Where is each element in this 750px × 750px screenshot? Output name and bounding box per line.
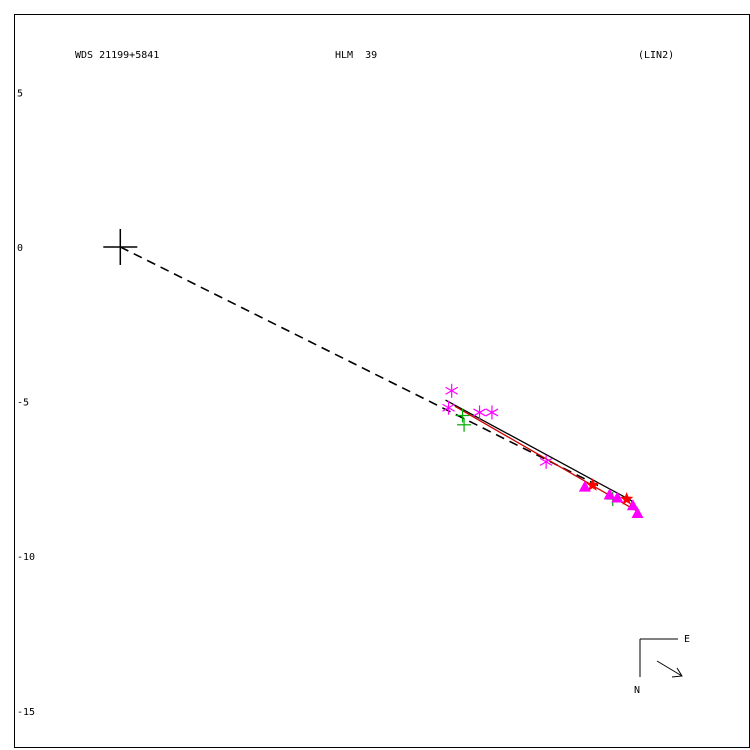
header-center: HLM 39 xyxy=(335,50,377,61)
asterisk-point xyxy=(442,400,455,415)
asterisk-point xyxy=(485,405,499,420)
motion-arrowhead xyxy=(671,667,683,678)
triangle-point xyxy=(603,488,616,500)
orbit-lines xyxy=(119,246,640,515)
triangle-point xyxy=(578,480,591,492)
star-point xyxy=(585,478,600,491)
asterisk-point xyxy=(473,405,486,420)
y-tick-label: -10 xyxy=(17,552,35,563)
triangle-point xyxy=(611,491,624,503)
asterisk-stroke xyxy=(485,408,499,417)
plus-point xyxy=(455,408,470,423)
triangle-shape xyxy=(626,499,639,511)
primary-star-marker xyxy=(103,228,138,265)
triangle-shape xyxy=(611,491,624,503)
triangle-point xyxy=(631,506,644,518)
y-tick-label: 0 xyxy=(17,243,23,254)
star-point xyxy=(620,492,634,505)
y-axis-ticks: 5 0 -5 -10 -15 xyxy=(17,88,35,718)
y-tick-label: -5 xyxy=(17,398,29,409)
plot-frame xyxy=(14,14,750,748)
asterisk-stroke xyxy=(442,403,455,412)
motion-arrow xyxy=(656,660,683,677)
asterisk-stroke xyxy=(445,386,459,395)
triangle-point xyxy=(626,499,639,511)
compass: E N xyxy=(634,634,690,696)
observation-points xyxy=(442,383,644,518)
y-tick-label: 5 xyxy=(17,88,23,99)
compass-north-label: N xyxy=(634,685,640,696)
header-right: (LIN2) xyxy=(638,50,674,61)
triangle-shape xyxy=(603,488,616,500)
asterisk-stroke xyxy=(539,457,553,466)
compass-east-label: E xyxy=(684,634,690,645)
asterisk-stroke xyxy=(473,408,486,417)
triangle-shape xyxy=(578,480,591,492)
header-left: WDS 21199+5841 xyxy=(75,50,159,61)
plus-point xyxy=(457,417,472,432)
line-dashed xyxy=(119,246,604,489)
star-shape xyxy=(620,492,634,505)
star-shape xyxy=(585,478,600,491)
asterisk-point xyxy=(539,454,553,469)
triangle-shape xyxy=(631,506,644,518)
asterisk-point xyxy=(445,383,459,398)
y-tick-label: -15 xyxy=(17,707,35,718)
